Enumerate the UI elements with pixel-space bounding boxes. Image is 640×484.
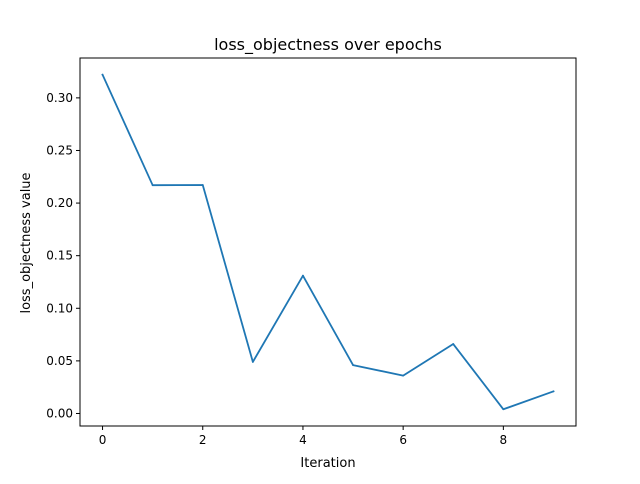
data-point [151,184,154,187]
x-tick-label: 6 [399,433,407,447]
x-tick-label: 8 [500,433,508,447]
data-point [302,274,304,277]
y-tick-label: 0.30 [46,91,73,105]
series-layer [101,73,555,411]
data-point [402,374,405,377]
data-point [352,364,354,366]
x-axis-ticks: 0 2 4 6 8 [99,426,507,447]
x-axis-label: Iteration [300,456,355,471]
x-tick-label: 4 [299,433,307,447]
y-tick-label: 0.10 [46,301,73,315]
y-axis-label: loss_objectness value [19,172,34,313]
series-line [101,73,555,411]
y-axis-ticks: 0.00 0.05 0.10 0.15 0.20 0.25 0.30 [46,91,80,420]
data-point [251,361,254,363]
y-tick-label: 0.25 [46,143,73,157]
data-point [502,408,505,411]
plot-area: 0 2 4 6 8 0.00 0.05 0.10 0.15 0.20 0.25 0.30 [46,57,577,447]
x-tick-label: 0 [99,433,107,447]
data-point [201,184,204,186]
chart-title: loss_objectness over epochs [214,35,442,55]
y-tick-label: 0.00 [46,406,73,420]
data-point [552,390,555,393]
data-point [101,73,104,76]
x-tick-label: 2 [199,433,207,447]
axes-frame [79,57,577,427]
y-tick-label: 0.15 [46,249,73,263]
data-point [452,343,455,345]
y-tick-label: 0.05 [46,354,73,368]
y-tick-label: 0.20 [46,196,73,210]
